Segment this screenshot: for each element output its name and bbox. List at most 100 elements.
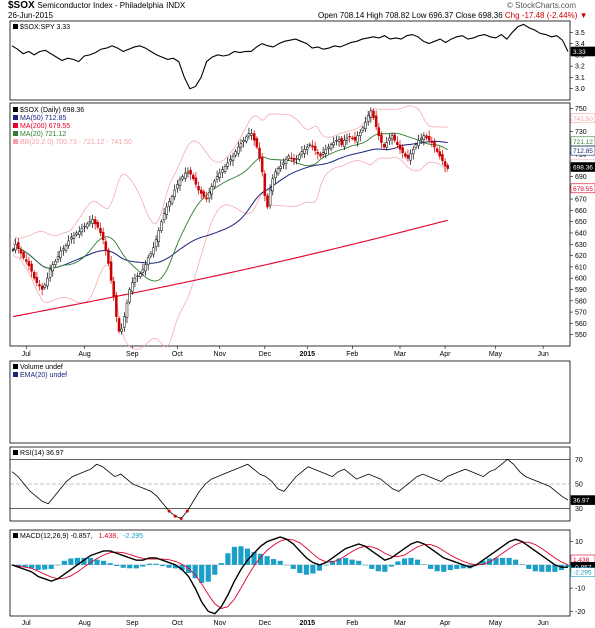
candle-body-112 bbox=[308, 144, 312, 146]
macd-hist-bar-19 bbox=[133, 564, 139, 569]
change-value: Chg -17.48 (-2.44%) bbox=[504, 11, 578, 20]
macd-hist-bar-5 bbox=[42, 564, 48, 570]
macd-hist-bar-22 bbox=[153, 563, 159, 565]
macd-hist-bar-80 bbox=[532, 564, 538, 572]
candle-body-41 bbox=[120, 328, 123, 332]
candle-body-57 bbox=[162, 213, 166, 221]
candle-body-120 bbox=[329, 144, 333, 150]
macd-hist-bar-2 bbox=[22, 564, 28, 568]
svg-text:741.50: 741.50 bbox=[573, 116, 593, 123]
candle-body-83 bbox=[231, 155, 235, 161]
candle-body-18 bbox=[59, 250, 62, 258]
price-panel-frame bbox=[9, 102, 571, 347]
macd-hist-bar-39 bbox=[264, 556, 270, 565]
macd-hist-bar-4 bbox=[35, 564, 41, 571]
candle-body-137 bbox=[374, 115, 378, 127]
candle-body-155 bbox=[422, 135, 426, 141]
bottom-x-label-6: 2015 bbox=[299, 620, 315, 627]
macd-hist-bar-32 bbox=[218, 563, 224, 565]
macd-hist-bar-60 bbox=[401, 558, 408, 565]
ratio-legend: $SOX:SPY 3.33 bbox=[20, 24, 70, 31]
candle-body-31 bbox=[93, 219, 97, 225]
candle-body-122 bbox=[335, 140, 338, 142]
candle-body-109 bbox=[300, 151, 304, 155]
macd-hist-bar-16 bbox=[114, 564, 120, 567]
candle-body-28 bbox=[85, 223, 89, 228]
rsi-oversold-29 bbox=[185, 509, 189, 513]
macd-tick-label-3: -20 bbox=[575, 609, 585, 616]
candle-body-136 bbox=[372, 110, 375, 118]
rsi-oversold-27 bbox=[173, 514, 177, 518]
macd-hist-bar-54 bbox=[362, 564, 368, 566]
index-name: Semiconductor Index - Philadelphia bbox=[37, 1, 164, 10]
bollinger-upper bbox=[12, 105, 448, 246]
candle-body-138 bbox=[377, 127, 381, 137]
high-value: High 708.82 bbox=[366, 11, 410, 20]
candle-body-66 bbox=[186, 171, 190, 174]
macd-hist-bar-63 bbox=[421, 564, 427, 565]
macd-hist-bar-46 bbox=[310, 564, 316, 574]
macd-hist-bar-38 bbox=[257, 553, 264, 565]
candle-body-118 bbox=[324, 149, 328, 154]
candle-body-37 bbox=[109, 261, 113, 281]
macd-hist-bar-57 bbox=[382, 564, 388, 572]
candle-body-9 bbox=[35, 277, 39, 283]
macd-hist-bar-53 bbox=[356, 560, 362, 565]
candle-body-128 bbox=[351, 137, 354, 139]
macd-hist-bar-74 bbox=[493, 557, 499, 565]
svg-text:36.97: 36.97 bbox=[573, 498, 590, 505]
candle-body-58 bbox=[165, 206, 168, 215]
candle-body-149 bbox=[406, 154, 410, 159]
candle-body-156 bbox=[425, 135, 428, 139]
ratio-line bbox=[11, 23, 569, 90]
candle-body-142 bbox=[388, 137, 391, 141]
candle-body-62 bbox=[176, 184, 179, 189]
candle-body-129 bbox=[353, 136, 357, 141]
candle-body-162 bbox=[441, 154, 444, 161]
candle-body-56 bbox=[160, 221, 163, 231]
candle-body-69 bbox=[194, 177, 198, 185]
price-tag-1: 721.12 bbox=[570, 136, 595, 147]
macd-hist-bar-65 bbox=[434, 564, 440, 572]
candle-body-111 bbox=[305, 146, 309, 150]
x-label-9: Apr bbox=[440, 351, 452, 358]
x-label-8: Mar bbox=[394, 351, 407, 358]
rsi-last-tag: 36.97 bbox=[570, 495, 595, 505]
candle-body-45 bbox=[131, 282, 134, 292]
close-value: Close 698.36 bbox=[455, 11, 503, 20]
macd-hist-bar-21 bbox=[146, 563, 152, 565]
macd-hist-bar-68 bbox=[454, 564, 460, 569]
x-label-5: Dec bbox=[259, 351, 272, 358]
price-legend-4: BB(20,2.0) 700.73 - 721.12 - 741.50 bbox=[20, 139, 132, 146]
candle-body-53 bbox=[152, 247, 155, 255]
candle-body-75 bbox=[210, 186, 214, 195]
price-tick-label-8: 630 bbox=[575, 242, 587, 249]
candle-body-0 bbox=[11, 249, 15, 251]
candle-body-159 bbox=[433, 141, 436, 148]
candle-body-140 bbox=[382, 144, 386, 148]
candle-body-19 bbox=[62, 248, 65, 251]
candle-body-125 bbox=[343, 140, 346, 147]
symbol: $SOX bbox=[8, 0, 35, 11]
candle-body-74 bbox=[207, 192, 211, 199]
candle-body-157 bbox=[427, 135, 431, 141]
rsi-tick-label-1: 50 bbox=[575, 482, 583, 489]
candle-body-78 bbox=[218, 172, 222, 178]
price-tick-label-4: 590 bbox=[575, 287, 587, 294]
ratio-tick-label-0: 3.0 bbox=[575, 86, 585, 93]
macd-hist-bar-8 bbox=[61, 560, 67, 565]
price-legend-1-swatch bbox=[13, 115, 18, 120]
candle-body-117 bbox=[321, 152, 325, 155]
candle-body-102 bbox=[282, 162, 285, 165]
candle-body-105 bbox=[290, 157, 293, 159]
candle-body-48 bbox=[138, 273, 142, 278]
macd-hist-bar-83 bbox=[552, 564, 558, 572]
macd-hist-bar-67 bbox=[447, 564, 453, 571]
macd-hist-bar-35 bbox=[238, 546, 244, 565]
price-legend-3-swatch bbox=[13, 131, 18, 136]
candle-body-71 bbox=[199, 189, 203, 194]
macd-hist-bar-31 bbox=[212, 564, 218, 575]
candle-body-96 bbox=[266, 195, 269, 208]
rsi-legend: RSI(14) 36.97 bbox=[20, 450, 64, 457]
candle-body-107 bbox=[295, 158, 298, 160]
